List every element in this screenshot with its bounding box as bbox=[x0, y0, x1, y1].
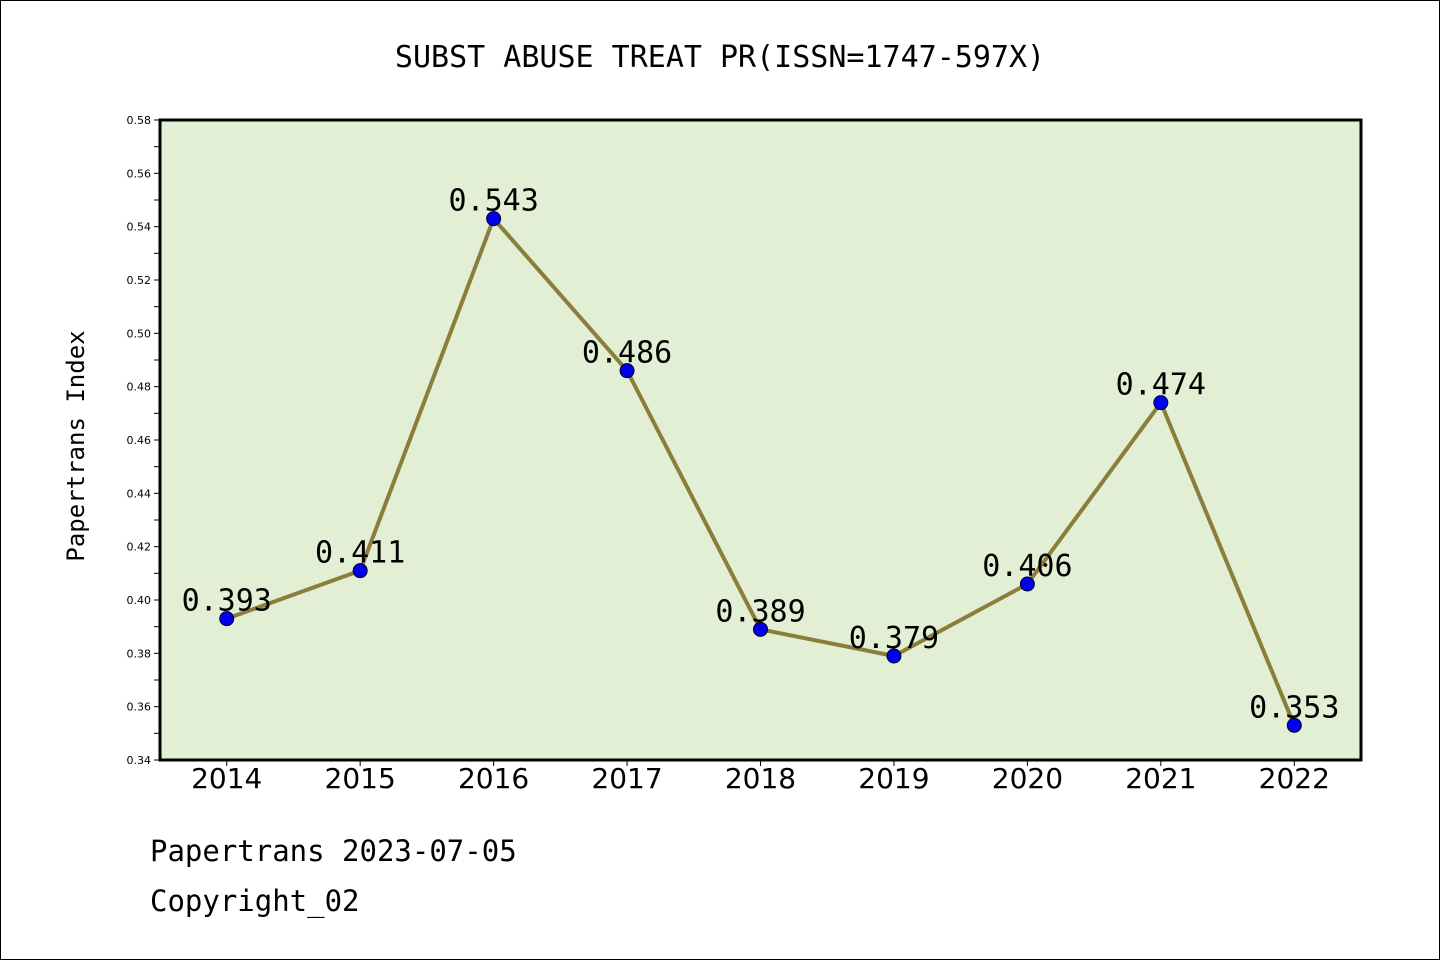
data-label: 0.389 bbox=[715, 594, 805, 629]
data-point bbox=[1153, 395, 1169, 411]
x-tick-label: 2022 bbox=[1259, 762, 1330, 795]
y-tick-label: 0.46 bbox=[127, 434, 152, 447]
data-point bbox=[886, 648, 902, 664]
x-axis: 2014 2015 2016 2017 2018 2019 2020 2021 2022 bbox=[191, 760, 1330, 795]
data-label: 0.379 bbox=[849, 621, 939, 656]
data-labels: 0.393 0.411 0.543 0.486 0.389 0.379 0.406 0.474… bbox=[182, 184, 1340, 726]
x-tick-label: 2015 bbox=[325, 762, 396, 795]
y-tick-label: 0.44 bbox=[127, 487, 152, 500]
data-point bbox=[1019, 576, 1035, 592]
footer-copyright: Copyright_02 bbox=[150, 884, 360, 918]
data-point bbox=[352, 563, 368, 579]
data-label: 0.411 bbox=[315, 536, 405, 571]
data-label: 0.406 bbox=[982, 549, 1072, 584]
data-point bbox=[219, 611, 235, 627]
data-label: 0.353 bbox=[1249, 690, 1339, 725]
data-label: 0.543 bbox=[448, 184, 538, 219]
x-tick-label: 2021 bbox=[1125, 762, 1196, 795]
data-label: 0.486 bbox=[582, 336, 672, 371]
y-tick-label: 0.38 bbox=[127, 647, 152, 660]
y-tick-label: 0.56 bbox=[127, 167, 152, 180]
x-tick-label: 2014 bbox=[191, 762, 262, 795]
x-tick-label: 2020 bbox=[992, 762, 1063, 795]
y-tick-label: 0.50 bbox=[127, 327, 152, 340]
data-point bbox=[753, 621, 768, 637]
data-point bbox=[619, 363, 635, 379]
y-tick-label: 0.54 bbox=[127, 221, 152, 234]
data-label: 0.474 bbox=[1116, 368, 1206, 403]
y-tick-label: 0.34 bbox=[127, 754, 152, 767]
y-tick-label: 0.52 bbox=[127, 274, 152, 287]
x-tick-label: 2016 bbox=[458, 762, 529, 795]
series-layer bbox=[219, 211, 1302, 733]
x-tick-label: 2017 bbox=[591, 762, 662, 795]
y-tick-label: 0.42 bbox=[127, 541, 152, 554]
x-tick-label: 2018 bbox=[725, 762, 796, 795]
y-axis: 0.34 0.36 0.38 0.40 0.42 0.44 0.46 0.48 0.50 0.52… bbox=[127, 114, 160, 767]
y-tick-label: 0.36 bbox=[127, 701, 152, 714]
plot-area bbox=[158, 118, 1363, 762]
chart-title: SUBST ABUSE TREAT PR(ISSN=1747-597X) bbox=[395, 40, 1045, 75]
footer-date: Papertrans 2023-07-05 bbox=[150, 834, 517, 868]
data-point bbox=[1286, 717, 1302, 733]
y-tick-label: 0.40 bbox=[127, 594, 152, 607]
data-label: 0.393 bbox=[182, 584, 272, 619]
y-axis-label: Papertrans Index bbox=[62, 330, 90, 561]
y-tick-label: 0.58 bbox=[127, 114, 152, 127]
data-point bbox=[486, 211, 502, 227]
x-tick-label: 2019 bbox=[858, 762, 929, 795]
y-tick-label: 0.48 bbox=[127, 381, 152, 394]
